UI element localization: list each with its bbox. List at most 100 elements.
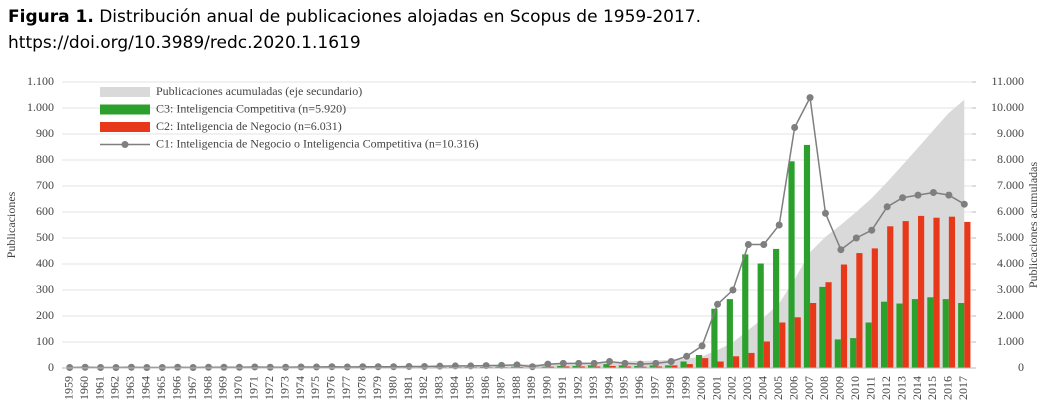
point	[97, 363, 105, 371]
x-tick-label: 2008	[817, 376, 831, 400]
point	[359, 363, 367, 371]
x-tick-label: 1972	[262, 376, 276, 400]
point	[960, 200, 968, 208]
point	[112, 363, 120, 371]
x-tick-label: 1994	[601, 376, 615, 400]
point	[81, 363, 89, 371]
point	[590, 359, 598, 367]
x-tick-label: 1980	[385, 376, 399, 400]
bar	[742, 254, 749, 368]
x-tick-label: 1973	[277, 376, 291, 400]
x-tick-label: 2015	[925, 376, 939, 400]
point	[652, 359, 660, 367]
bar	[732, 356, 740, 368]
y-tick-label: 200	[36, 308, 54, 322]
legend-label: C2: Inteligencia de Negocio (n=6.031)	[156, 119, 342, 133]
x-tick-label: 2017	[956, 376, 970, 400]
point	[343, 363, 351, 371]
x-tick-label: 1987	[493, 376, 507, 400]
bar	[680, 361, 687, 368]
x-tick-label: 2011	[863, 376, 877, 400]
y-tick-label: 300	[36, 282, 54, 296]
bar	[686, 364, 693, 368]
bar	[578, 366, 585, 368]
point	[498, 361, 506, 369]
legend-label: C3: Inteligencia Competitiva (n=5.920)	[156, 101, 346, 115]
header: Figura 1. Distribución anual de publicac…	[8, 4, 701, 56]
point	[667, 358, 675, 365]
x-tick-label: 2009	[833, 376, 847, 400]
x-tick-label: 1969	[216, 376, 230, 400]
x-tick-label: 2003	[740, 376, 754, 400]
bar	[881, 301, 888, 368]
bar	[717, 361, 724, 368]
bar	[757, 263, 764, 368]
x-tick-label: 1991	[555, 376, 569, 400]
bar	[517, 366, 524, 368]
x-tick-label: 1985	[462, 376, 476, 400]
bar	[618, 365, 625, 368]
bar	[840, 264, 848, 368]
point	[883, 203, 891, 211]
bar	[964, 221, 971, 368]
bar	[547, 366, 555, 368]
y-tick-label: 800	[36, 152, 54, 166]
bar	[887, 226, 894, 368]
point	[729, 286, 737, 294]
x-tick-label: 1962	[108, 376, 122, 400]
point	[282, 363, 290, 371]
bar	[572, 365, 579, 368]
point	[760, 241, 768, 248]
x-tick-label: 1981	[401, 376, 415, 400]
bar	[603, 364, 610, 368]
figure-label: Figura 1.	[8, 7, 94, 27]
bar	[649, 365, 656, 368]
bar	[510, 366, 517, 368]
x-tick-label: 1964	[139, 376, 153, 400]
bar	[763, 341, 770, 368]
x-tick-label: 2005	[771, 376, 785, 400]
point	[66, 363, 74, 371]
x-tick-label: 2006	[786, 376, 800, 400]
legend-label: C1: Inteligencia de Negocio o Inteligenc…	[156, 136, 479, 150]
bar	[788, 161, 795, 368]
x-tick-label: 1977	[339, 376, 353, 400]
x-tick-label: 1997	[648, 376, 662, 400]
point	[297, 363, 305, 371]
x-tick-label: 2014	[910, 376, 924, 400]
x-tick-label: 1968	[200, 376, 214, 400]
x-tick-label: 1990	[540, 376, 554, 400]
point	[606, 358, 614, 365]
x-tick-label: 1961	[92, 376, 106, 400]
point	[899, 194, 907, 202]
bar	[671, 365, 678, 368]
bar	[557, 365, 564, 368]
point	[420, 362, 428, 370]
bar	[948, 216, 956, 368]
point	[744, 241, 752, 248]
point	[328, 363, 336, 371]
x-tick-label: 1975	[308, 376, 322, 400]
bar	[819, 286, 826, 368]
point	[405, 362, 413, 370]
point	[266, 363, 274, 371]
x-tick-label: 1966	[169, 376, 183, 400]
legend-swatch	[100, 87, 150, 97]
y-tick-label: 1.000	[27, 100, 54, 114]
bar	[640, 366, 647, 368]
bar	[655, 366, 662, 368]
x-tick-label: 2016	[941, 376, 955, 400]
point	[312, 363, 320, 371]
bar	[865, 322, 872, 368]
point	[683, 352, 691, 360]
bar	[479, 366, 487, 368]
point	[220, 363, 228, 371]
bar	[871, 248, 878, 368]
y2-tick-label: 8.000	[997, 152, 1024, 166]
bar	[711, 308, 718, 368]
bar	[834, 339, 841, 368]
y-axis-label: Publicaciones	[4, 191, 18, 258]
y-tick-label: 0	[48, 360, 54, 374]
bar	[609, 365, 616, 368]
